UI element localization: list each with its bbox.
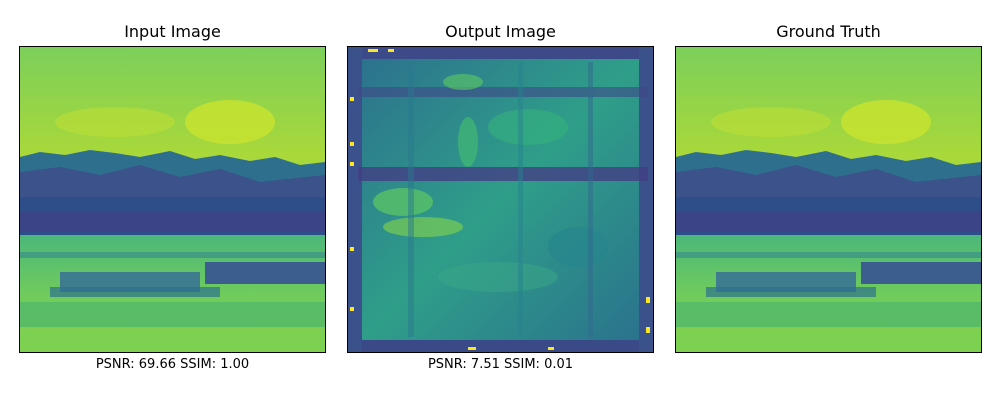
input-panel: Input Image (19, 0, 326, 400)
output-image (347, 46, 654, 353)
output-panel: Output Image (347, 0, 654, 400)
input-image-title: Input Image (124, 22, 221, 41)
ground-truth-panel: Ground Truth (675, 0, 982, 400)
ground-truth-title: Ground Truth (776, 22, 881, 41)
output-metrics: PSNR: 7.51 SSIM: 0.01 (427, 357, 574, 372)
ground-truth-image (675, 46, 982, 353)
input-image (19, 46, 326, 353)
input-metrics: PSNR: 69.66 SSIM: 1.00 (95, 357, 250, 372)
output-image-title: Output Image (445, 22, 556, 41)
